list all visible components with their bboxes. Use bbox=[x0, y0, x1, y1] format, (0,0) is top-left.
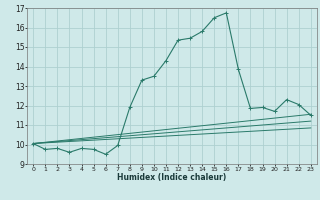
X-axis label: Humidex (Indice chaleur): Humidex (Indice chaleur) bbox=[117, 173, 227, 182]
